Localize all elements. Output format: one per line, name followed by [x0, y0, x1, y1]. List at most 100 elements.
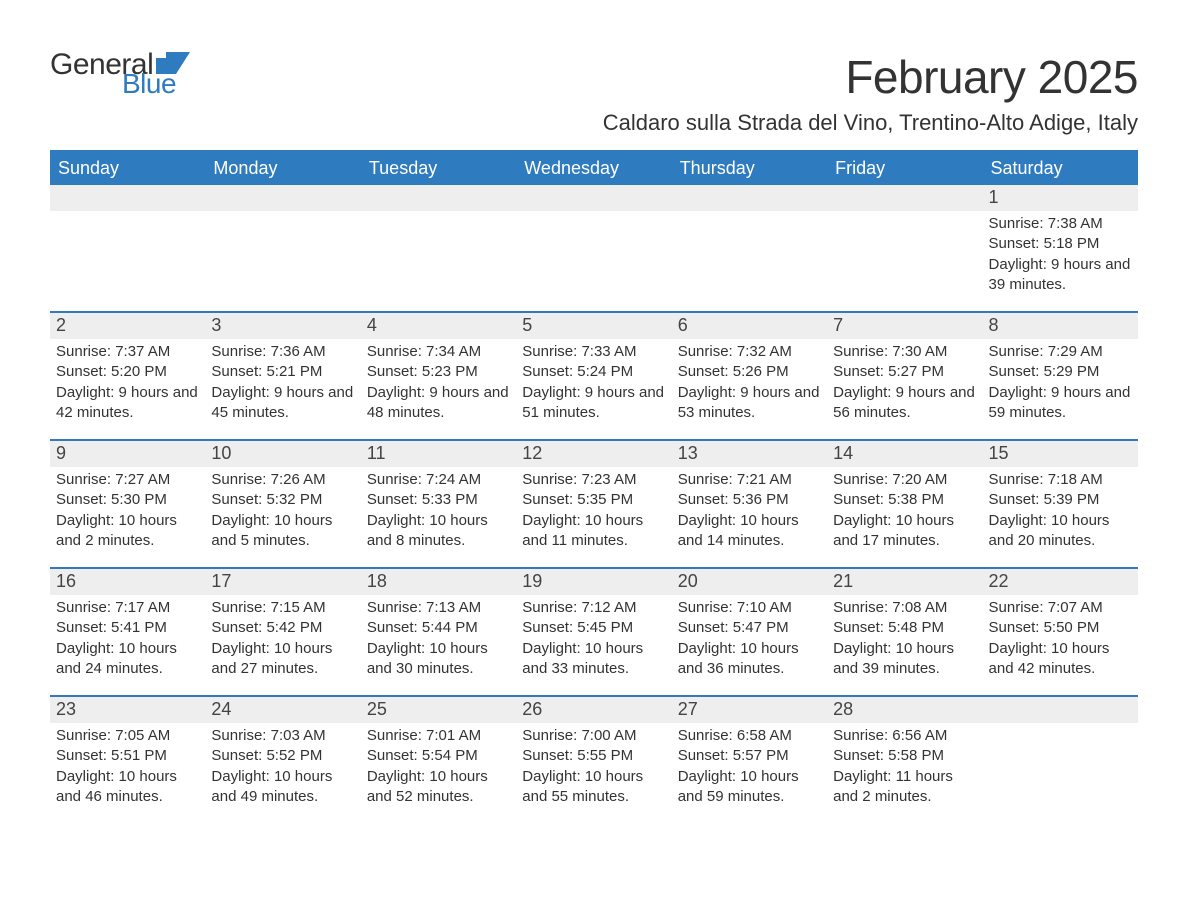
day-cell	[516, 211, 671, 311]
sunset-text: Sunset: 5:54 PM	[367, 746, 510, 766]
day-cell: Sunrise: 7:24 AMSunset: 5:33 PMDaylight:…	[361, 467, 516, 567]
date-number: 23	[50, 697, 205, 723]
day-cell: Sunrise: 7:23 AMSunset: 5:35 PMDaylight:…	[516, 467, 671, 567]
day-cell: Sunrise: 7:37 AMSunset: 5:20 PMDaylight:…	[50, 339, 205, 439]
sunrise-text: Sunrise: 7:07 AM	[989, 598, 1132, 618]
sunset-text: Sunset: 5:47 PM	[678, 618, 821, 638]
date-number-strip: 9101112131415	[50, 439, 1138, 467]
sunrise-text: Sunrise: 7:37 AM	[56, 342, 199, 362]
date-number: 13	[672, 441, 827, 467]
date-number-strip: 16171819202122	[50, 567, 1138, 595]
sunset-text: Sunset: 5:38 PM	[833, 490, 976, 510]
sunset-text: Sunset: 5:23 PM	[367, 362, 510, 382]
sunrise-text: Sunrise: 7:15 AM	[211, 598, 354, 618]
calendar-grid: Sunday Monday Tuesday Wednesday Thursday…	[50, 150, 1138, 823]
sunrise-text: Sunrise: 7:26 AM	[211, 470, 354, 490]
week-row: 16171819202122Sunrise: 7:17 AMSunset: 5:…	[50, 567, 1138, 695]
day-body-strip: Sunrise: 7:17 AMSunset: 5:41 PMDaylight:…	[50, 595, 1138, 695]
date-number	[983, 697, 1138, 723]
date-number: 16	[50, 569, 205, 595]
day-header-thursday: Thursday	[672, 152, 827, 185]
sunrise-text: Sunrise: 7:32 AM	[678, 342, 821, 362]
day-header-friday: Friday	[827, 152, 982, 185]
daylight-text: Daylight: 9 hours and 56 minutes.	[833, 383, 976, 424]
daylight-text: Daylight: 10 hours and 14 minutes.	[678, 511, 821, 552]
day-cell: Sunrise: 7:29 AMSunset: 5:29 PMDaylight:…	[983, 339, 1138, 439]
daylight-text: Daylight: 9 hours and 59 minutes.	[989, 383, 1132, 424]
day-header-monday: Monday	[205, 152, 360, 185]
daylight-text: Daylight: 10 hours and 39 minutes.	[833, 639, 976, 680]
daylight-text: Daylight: 10 hours and 17 minutes.	[833, 511, 976, 552]
day-body-strip: Sunrise: 7:27 AMSunset: 5:30 PMDaylight:…	[50, 467, 1138, 567]
day-cell: Sunrise: 7:01 AMSunset: 5:54 PMDaylight:…	[361, 723, 516, 823]
month-title: February 2025	[845, 50, 1138, 104]
sunrise-text: Sunrise: 7:34 AM	[367, 342, 510, 362]
daylight-text: Daylight: 9 hours and 45 minutes.	[211, 383, 354, 424]
daylight-text: Daylight: 10 hours and 52 minutes.	[367, 767, 510, 808]
day-body-strip: Sunrise: 7:37 AMSunset: 5:20 PMDaylight:…	[50, 339, 1138, 439]
daylight-text: Daylight: 9 hours and 53 minutes.	[678, 383, 821, 424]
sunset-text: Sunset: 5:32 PM	[211, 490, 354, 510]
day-cell: Sunrise: 6:58 AMSunset: 5:57 PMDaylight:…	[672, 723, 827, 823]
sunrise-text: Sunrise: 7:12 AM	[522, 598, 665, 618]
date-number: 6	[672, 313, 827, 339]
calendar-page: General Blue February 2025 Caldaro sulla…	[0, 0, 1188, 863]
day-cell: Sunrise: 7:34 AMSunset: 5:23 PMDaylight:…	[361, 339, 516, 439]
sunset-text: Sunset: 5:24 PM	[522, 362, 665, 382]
day-cell: Sunrise: 7:20 AMSunset: 5:38 PMDaylight:…	[827, 467, 982, 567]
daylight-text: Daylight: 10 hours and 42 minutes.	[989, 639, 1132, 680]
date-number	[205, 185, 360, 211]
sunrise-text: Sunrise: 7:33 AM	[522, 342, 665, 362]
sunrise-text: Sunrise: 7:05 AM	[56, 726, 199, 746]
sunset-text: Sunset: 5:30 PM	[56, 490, 199, 510]
day-cell	[672, 211, 827, 311]
daylight-text: Daylight: 10 hours and 8 minutes.	[367, 511, 510, 552]
day-cell: Sunrise: 7:08 AMSunset: 5:48 PMDaylight:…	[827, 595, 982, 695]
day-cell	[983, 723, 1138, 823]
day-cell: Sunrise: 7:00 AMSunset: 5:55 PMDaylight:…	[516, 723, 671, 823]
day-cell: Sunrise: 7:05 AMSunset: 5:51 PMDaylight:…	[50, 723, 205, 823]
day-cell	[50, 211, 205, 311]
date-number-strip: 1	[50, 185, 1138, 211]
daylight-text: Daylight: 10 hours and 11 minutes.	[522, 511, 665, 552]
date-number: 18	[361, 569, 516, 595]
date-number-strip: 2345678	[50, 311, 1138, 339]
daylight-text: Daylight: 10 hours and 46 minutes.	[56, 767, 199, 808]
sunset-text: Sunset: 5:27 PM	[833, 362, 976, 382]
day-cell: Sunrise: 6:56 AMSunset: 5:58 PMDaylight:…	[827, 723, 982, 823]
sunrise-text: Sunrise: 7:17 AM	[56, 598, 199, 618]
week-row: 9101112131415Sunrise: 7:27 AMSunset: 5:3…	[50, 439, 1138, 567]
day-body-strip: Sunrise: 7:38 AMSunset: 5:18 PMDaylight:…	[50, 211, 1138, 311]
date-number: 3	[205, 313, 360, 339]
date-number: 20	[672, 569, 827, 595]
date-number	[516, 185, 671, 211]
daylight-text: Daylight: 10 hours and 33 minutes.	[522, 639, 665, 680]
sunset-text: Sunset: 5:57 PM	[678, 746, 821, 766]
day-cell: Sunrise: 7:13 AMSunset: 5:44 PMDaylight:…	[361, 595, 516, 695]
daylight-text: Daylight: 10 hours and 49 minutes.	[211, 767, 354, 808]
week-row: 2345678Sunrise: 7:37 AMSunset: 5:20 PMDa…	[50, 311, 1138, 439]
sunrise-text: Sunrise: 7:23 AM	[522, 470, 665, 490]
sunset-text: Sunset: 5:55 PM	[522, 746, 665, 766]
sunrise-text: Sunrise: 7:30 AM	[833, 342, 976, 362]
date-number: 14	[827, 441, 982, 467]
sunset-text: Sunset: 5:45 PM	[522, 618, 665, 638]
day-cell: Sunrise: 7:03 AMSunset: 5:52 PMDaylight:…	[205, 723, 360, 823]
sunset-text: Sunset: 5:48 PM	[833, 618, 976, 638]
daylight-text: Daylight: 10 hours and 20 minutes.	[989, 511, 1132, 552]
weeks-container: 1Sunrise: 7:38 AMSunset: 5:18 PMDaylight…	[50, 185, 1138, 823]
day-cell: Sunrise: 7:12 AMSunset: 5:45 PMDaylight:…	[516, 595, 671, 695]
brand-logo: General Blue	[50, 50, 190, 98]
date-number: 7	[827, 313, 982, 339]
daylight-text: Daylight: 11 hours and 2 minutes.	[833, 767, 976, 808]
date-number	[827, 185, 982, 211]
date-number: 8	[983, 313, 1138, 339]
date-number: 4	[361, 313, 516, 339]
sunset-text: Sunset: 5:52 PM	[211, 746, 354, 766]
day-body-strip: Sunrise: 7:05 AMSunset: 5:51 PMDaylight:…	[50, 723, 1138, 823]
location-subtitle: Caldaro sulla Strada del Vino, Trentino-…	[50, 110, 1138, 136]
sunrise-text: Sunrise: 7:13 AM	[367, 598, 510, 618]
daylight-text: Daylight: 10 hours and 36 minutes.	[678, 639, 821, 680]
date-number: 27	[672, 697, 827, 723]
day-cell: Sunrise: 7:21 AMSunset: 5:36 PMDaylight:…	[672, 467, 827, 567]
